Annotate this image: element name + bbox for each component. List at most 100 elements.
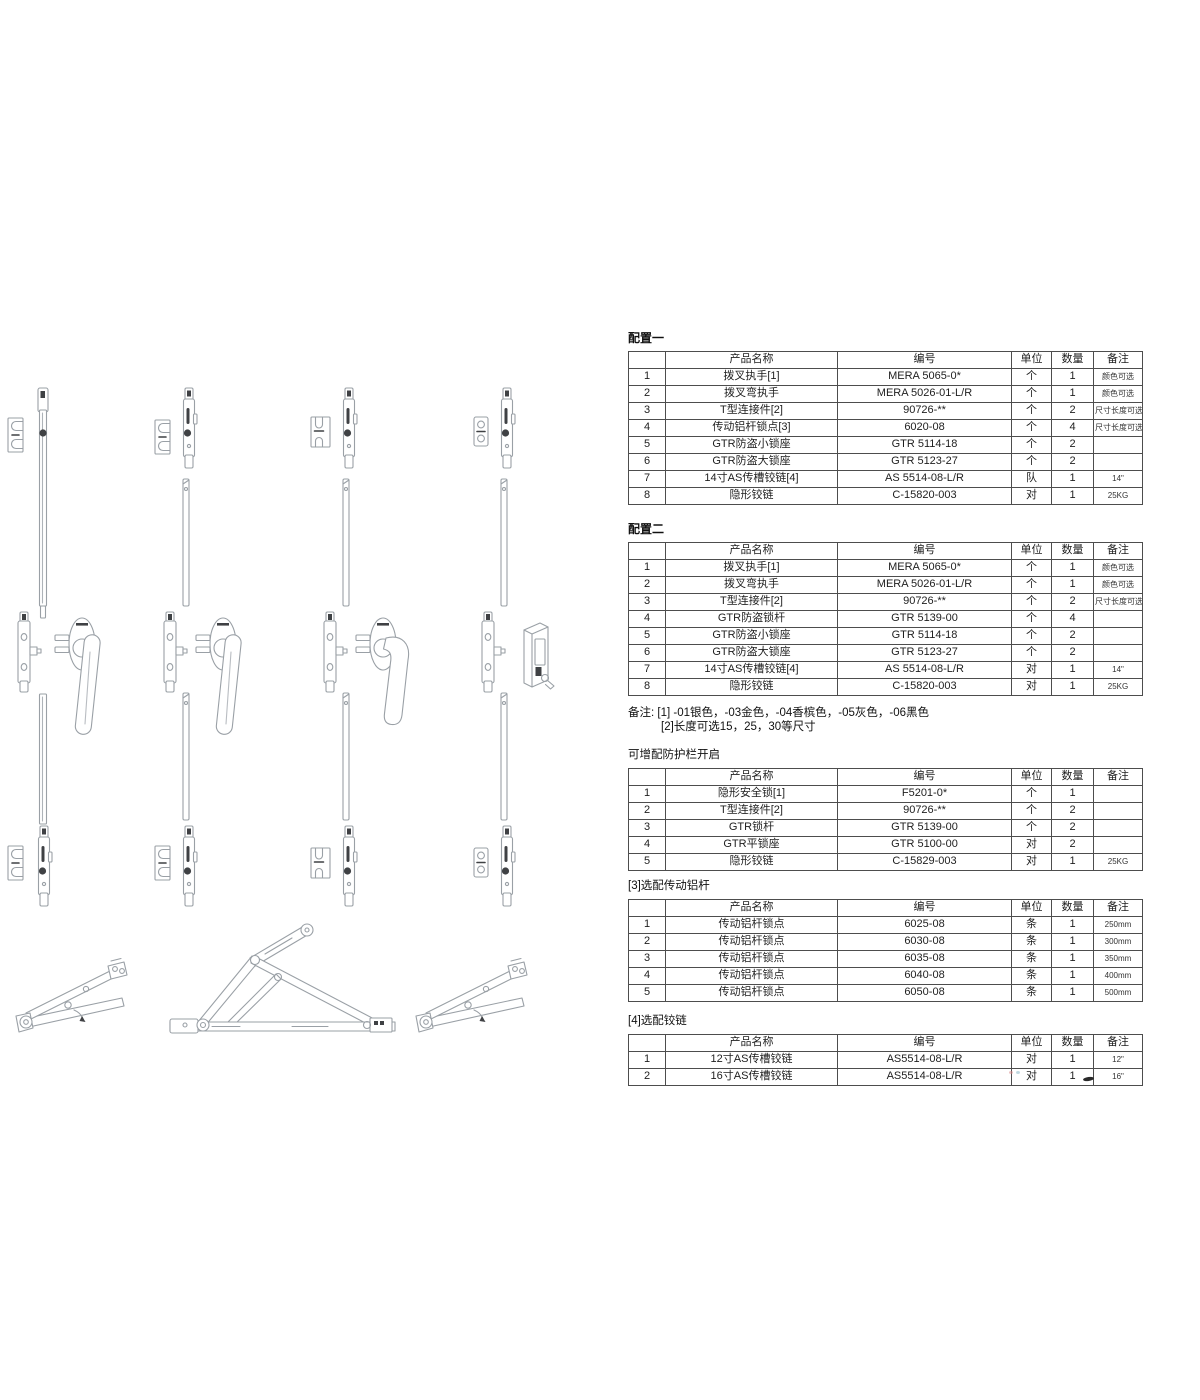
table-row: 4 GTR防盗锁杆 GTR 5139-00 个 4: [628, 610, 1143, 628]
table-cell: 传动铝杆锁点: [665, 967, 838, 985]
table-cell: 隐形铰链: [665, 678, 838, 696]
table-cell: 尺寸长度可选: [1093, 419, 1143, 437]
footnotes: 备注: [1] -01银色，-03金色，-04香槟色，-05灰色，-06黑色 […: [628, 706, 1130, 734]
espagnolette-column-1: [7, 387, 102, 907]
table-cell: [1093, 785, 1143, 803]
table-cell: 1: [1051, 470, 1094, 488]
table-cell: 4: [628, 836, 666, 854]
config-2-title: 配置二: [628, 522, 665, 536]
table-cell: 500mm: [1093, 984, 1143, 1002]
table-cell: 1: [1051, 967, 1094, 985]
table-cell: 2: [1051, 593, 1094, 611]
column-header: 单位: [1011, 899, 1052, 917]
column-header: 备注: [1093, 351, 1143, 369]
table-cell: 3: [628, 819, 666, 837]
table-cell: C-15820-003: [837, 487, 1012, 505]
table-cell: 6: [628, 644, 666, 662]
config-1-title: 配置一: [628, 331, 665, 345]
table-cell: 条: [1011, 950, 1052, 968]
table-cell: 个: [1011, 368, 1052, 386]
espagnolette-column-4: [473, 387, 555, 907]
table-cell: 7: [628, 661, 666, 679]
table-cell: GTR 5123-27: [837, 644, 1012, 662]
table-cell: 1: [1051, 661, 1094, 679]
table-cell: 6050-08: [837, 984, 1012, 1002]
table-cell: GTR 5139-00: [837, 610, 1012, 628]
table-row: 8 隐形铰链 C-15820-003 对 1 25KG: [628, 487, 1143, 505]
table-row: 6 GTR防盗大锁座 GTR 5123-27 个 2: [628, 644, 1143, 662]
table-cell: 隐形铰链: [665, 487, 838, 505]
table-cell: 1: [628, 368, 666, 386]
table-cell: GTR 5100-00: [837, 836, 1012, 854]
table-cell: F5201-0*: [837, 785, 1012, 803]
footnote-line-1: 备注: [1] -01银色，-03金色，-04香槟色，-05灰色，-06黑色: [628, 706, 1130, 720]
table-cell: [1093, 627, 1143, 645]
table-cell: GTR平锁座: [665, 836, 838, 854]
column-header: 编号: [837, 768, 1012, 786]
column-header: 产品名称: [665, 899, 838, 917]
table-cell: 对: [1011, 487, 1052, 505]
table-cell: 隐形安全锁[1]: [665, 785, 838, 803]
table-cell: 个: [1011, 785, 1052, 803]
column-header: 备注: [1093, 542, 1143, 560]
table-cell: 1: [628, 1051, 666, 1069]
table-cell: C-15829-003: [837, 853, 1012, 871]
table-cell: T型连接件[2]: [665, 802, 838, 820]
table-cell: 2: [1051, 436, 1094, 454]
table-cell: GTR 5139-00: [837, 819, 1012, 837]
table-row: 1 12寸AS传槽铰链 AS5514-08-L/R 对 1 12": [628, 1051, 1143, 1069]
table-cell: AS5514-08-L/R: [837, 1051, 1012, 1069]
table-cell: 传动铝杆锁点: [665, 984, 838, 1002]
table-cell: 传动铝杆锁点[3]: [665, 419, 838, 437]
table-cell: AS 5514-08-L/R: [837, 470, 1012, 488]
table-cell: 传动铝杆锁点: [665, 950, 838, 968]
table-cell: 拨叉弯执手: [665, 576, 838, 594]
table-cell: 1: [1051, 678, 1094, 696]
column-header: [628, 768, 666, 786]
guardrail-table: 产品名称 编号 单位 数量 备注 1 隐形安全锁[1] F5201-0* 个 1 2 T型连接件[2]…: [628, 768, 1143, 871]
table-cell: 2: [628, 1068, 666, 1086]
table-cell: MERA 5065-0*: [837, 559, 1012, 577]
table-cell: 4: [628, 967, 666, 985]
table-cell: 2: [1051, 402, 1094, 420]
table-cell: 个: [1011, 419, 1052, 437]
table-cell: 8: [628, 678, 666, 696]
table-cell: 14寸AS传槽铰链[4]: [665, 470, 838, 488]
header-row: 产品名称 编号 单位 数量 备注: [628, 1034, 1143, 1052]
column-header: 编号: [837, 351, 1012, 369]
table-cell: 对: [1011, 853, 1052, 871]
optional-hinge-section-title: [4]选配铰链: [628, 1015, 687, 1027]
table-cell: 300mm: [1093, 933, 1143, 951]
column-header: 备注: [1093, 1034, 1143, 1052]
table-cell: 16": [1093, 1068, 1143, 1086]
table-cell: 6020-08: [837, 419, 1012, 437]
table-cell: 3: [628, 593, 666, 611]
table-cell: 传动铝杆锁点: [665, 916, 838, 934]
table-cell: 7: [628, 470, 666, 488]
table-cell: 1: [1051, 950, 1094, 968]
table-cell: 25KG: [1093, 487, 1143, 505]
table-cell: 颜色可选: [1093, 576, 1143, 594]
table-cell: 4: [628, 419, 666, 437]
table-cell: 个: [1011, 576, 1052, 594]
table-cell: 2: [1051, 819, 1094, 837]
espagnolette-column-2: [154, 387, 243, 907]
table-cell: 对: [1011, 836, 1052, 854]
table-cell: [1093, 453, 1143, 471]
table-cell: 个: [1011, 436, 1052, 454]
footnote-prefix: 备注:: [628, 707, 655, 719]
table-cell: 对: [1011, 1051, 1052, 1069]
table-cell: [1093, 836, 1143, 854]
table-cell: 1: [1051, 785, 1094, 803]
column-header: 备注: [1093, 899, 1143, 917]
table-row: 2 拨叉弯执手 MERA 5026-01-L/R 个 1 颜色可选: [628, 385, 1143, 403]
table-cell: 条: [1011, 967, 1052, 985]
table-cell: MERA 5026-01-L/R: [837, 385, 1012, 403]
table-cell: 个: [1011, 819, 1052, 837]
table-row: 3 GTR锁杆 GTR 5139-00 个 2: [628, 819, 1143, 837]
table-cell: 2: [1051, 644, 1094, 662]
table-cell: 1: [1051, 576, 1094, 594]
config-1-table: 产品名称 编号 单位 数量 备注 1 拨叉执手[1] MERA 5065-0* 个 1 颜色可选 2 拨…: [628, 351, 1143, 505]
table-row: 3 T型连接件[2] 90726-** 个 2 尺寸长度可选: [628, 402, 1143, 420]
table-cell: AS5514-08-L/R: [837, 1068, 1012, 1086]
